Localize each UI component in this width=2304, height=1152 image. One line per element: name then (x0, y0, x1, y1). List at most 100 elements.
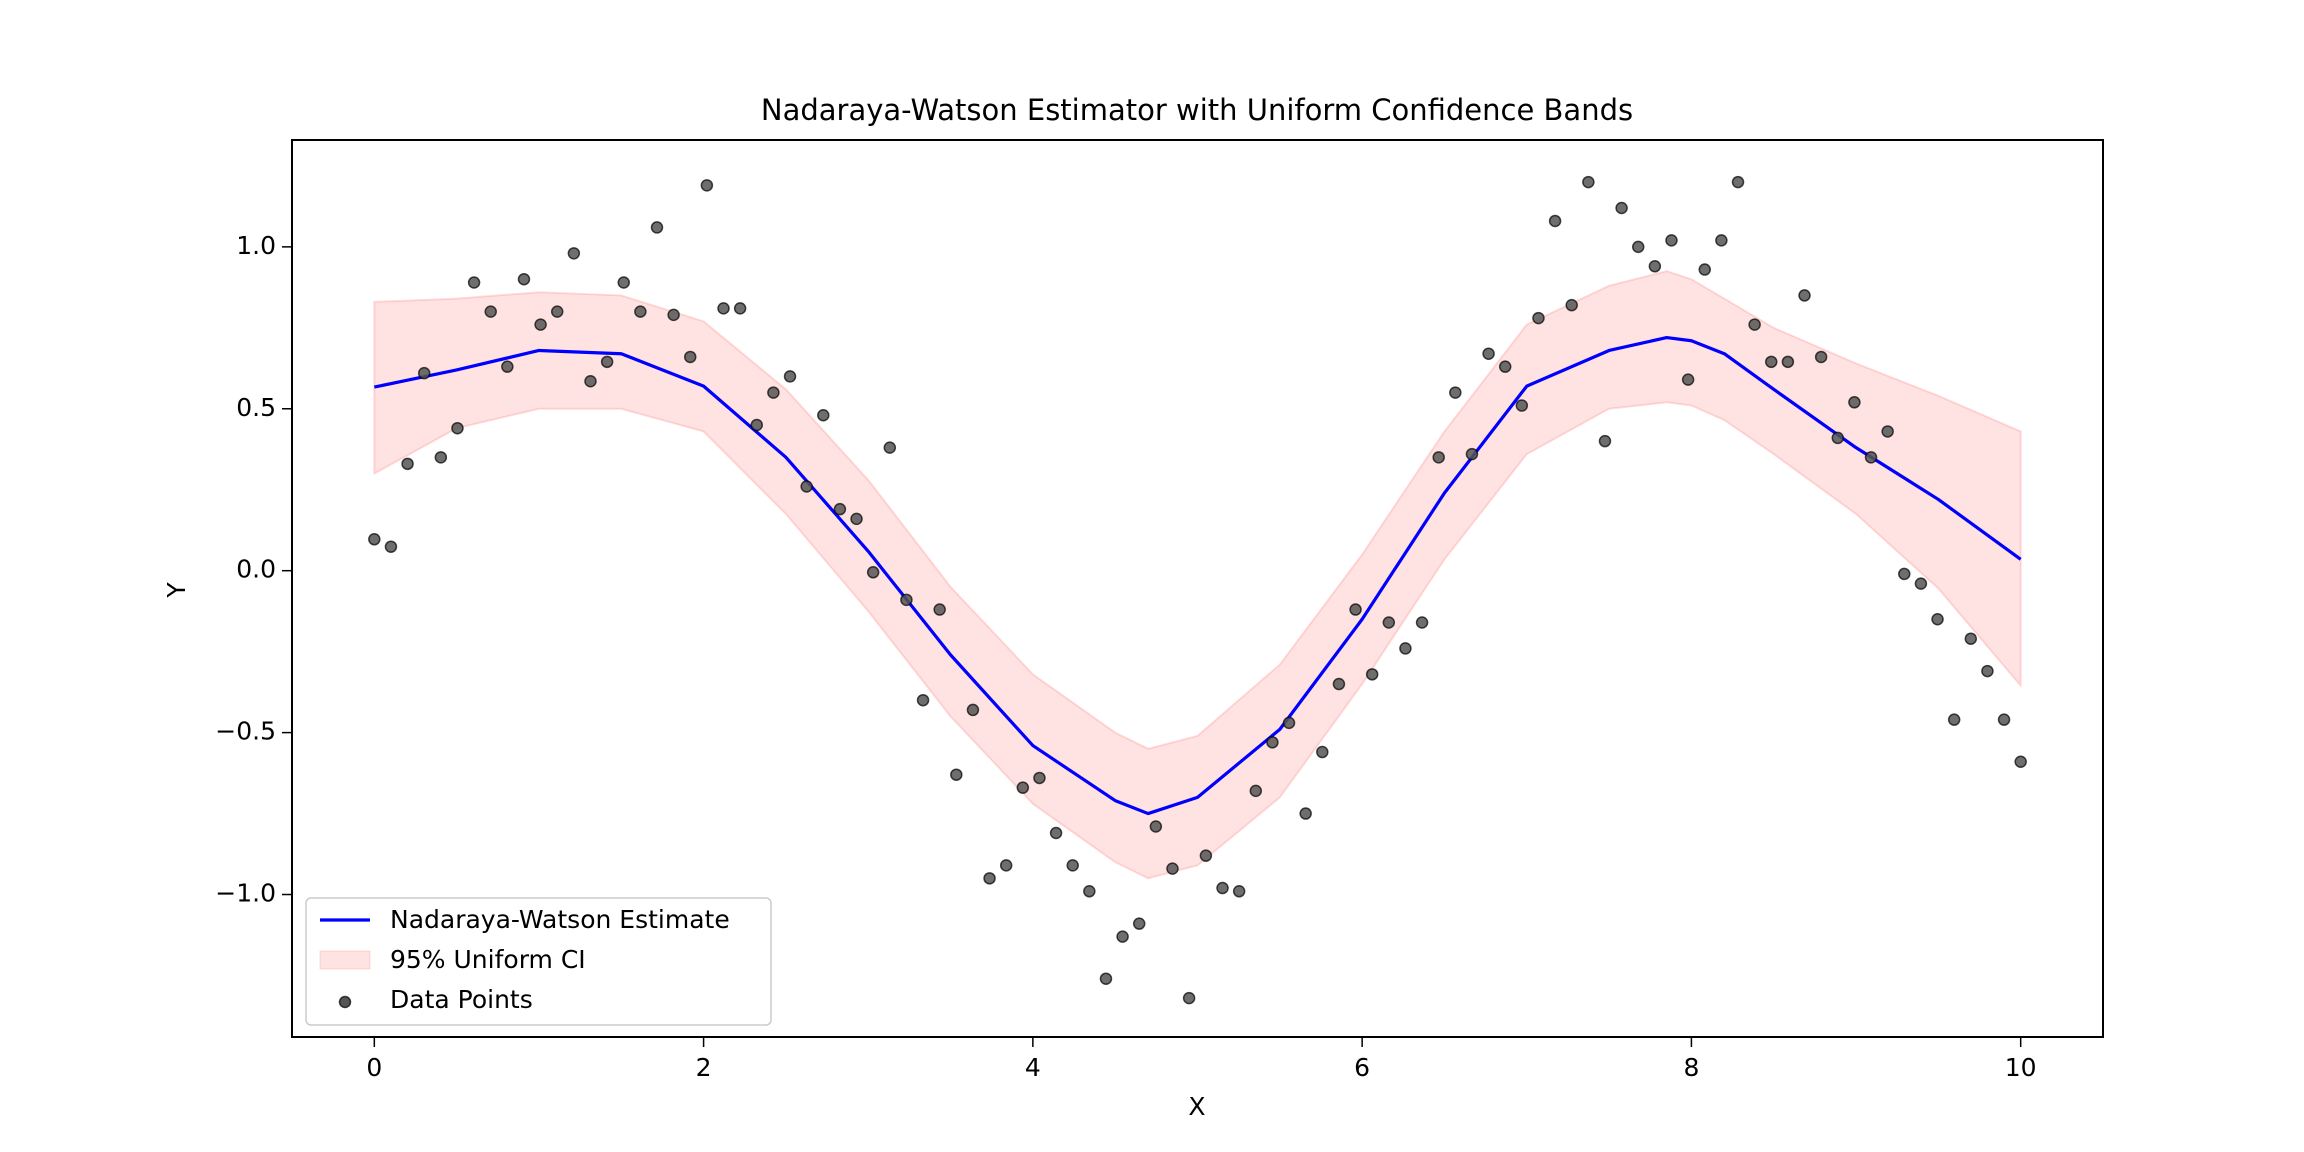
data-point (1598, 434, 1612, 448)
data-point (983, 872, 996, 885)
data-point (700, 179, 714, 192)
x-tick-label: 4 (1025, 1053, 1041, 1082)
data-point (916, 693, 930, 707)
data-point (1748, 318, 1761, 331)
legend: Nadaraya-Watson Estimate 95% Uniform CI Da… (305, 897, 772, 1026)
data-point (883, 441, 897, 454)
data-point (1349, 603, 1362, 616)
data-point (1382, 616, 1396, 629)
data-point (1981, 664, 1994, 678)
data-point (1898, 567, 1911, 581)
data-point (434, 451, 448, 464)
legend-box (305, 897, 772, 1026)
y-tick-label: −1.0 (215, 879, 276, 908)
data-point (1116, 930, 1129, 943)
data-point (1316, 745, 1329, 759)
data-point (1016, 781, 1030, 794)
data-point (584, 375, 597, 388)
data-point (368, 533, 381, 546)
data-point (1049, 826, 1063, 840)
data-point (767, 386, 780, 399)
data-point (1132, 917, 1146, 930)
data-point (1249, 784, 1263, 798)
data-point (451, 421, 464, 435)
x-tick-label: 0 (366, 1053, 382, 1082)
legend-swatch (319, 950, 371, 970)
data-point (1781, 355, 1795, 369)
data-point (401, 457, 414, 471)
y-tick-label: 0.5 (236, 393, 276, 422)
data-point (1648, 260, 1662, 273)
data-point (1731, 175, 1745, 189)
data-point (1199, 849, 1213, 862)
data-point (1997, 713, 2011, 726)
data-point (750, 418, 764, 432)
x-tick-label: 8 (1683, 1053, 1699, 1082)
data-point (1182, 991, 1196, 1005)
data-point (1964, 632, 1978, 645)
data-point (1831, 431, 1845, 445)
plot-area (368, 175, 2027, 1005)
data-point (384, 540, 398, 553)
data-point (1931, 613, 1944, 626)
data-point (783, 370, 797, 383)
data-point (1582, 175, 1595, 189)
data-point (966, 703, 980, 717)
data-point (1149, 820, 1163, 833)
data-point (1498, 360, 1512, 373)
data-point (1765, 355, 1778, 369)
data-point (1465, 447, 1479, 461)
data-point (1914, 577, 1928, 590)
data-point (1532, 311, 1545, 325)
data-point (850, 512, 863, 526)
data-point (667, 308, 680, 322)
data-point (1548, 214, 1562, 228)
data-point (1449, 386, 1462, 399)
data-point (1399, 642, 1412, 655)
data-point (1033, 771, 1046, 785)
data-point (484, 305, 497, 318)
data-point (1099, 972, 1113, 985)
x-tick-label: 10 (2005, 1053, 2037, 1082)
data-point (833, 502, 847, 516)
data-point (501, 360, 514, 373)
data-point (550, 305, 564, 318)
chart-title: Nadaraya-Watson Estimator with Uniform C… (761, 93, 1633, 127)
legend-swatch (338, 995, 352, 1009)
y-tick-label: −0.5 (215, 717, 276, 746)
y-tick-label: 0.0 (236, 555, 276, 584)
data-point (600, 355, 614, 369)
data-point (467, 276, 481, 289)
data-point (1282, 716, 1296, 730)
x-axis-label: X (1188, 1092, 1205, 1121)
x-tick-label: 6 (1354, 1053, 1370, 1082)
data-point (1947, 713, 1961, 726)
data-point (950, 768, 963, 781)
data-point (1698, 263, 1711, 276)
data-point (1332, 677, 1346, 691)
data-point (417, 366, 431, 380)
data-point (1066, 859, 1079, 872)
data-point (1432, 451, 1445, 464)
data-point (634, 305, 647, 318)
axes-frame (291, 139, 2104, 1038)
data-point (2014, 755, 2027, 768)
data-point (1864, 451, 1878, 464)
data-point (900, 593, 913, 607)
data-point (1365, 668, 1379, 681)
data-point (1814, 350, 1828, 364)
data-point (866, 566, 880, 579)
data-point (684, 350, 697, 364)
legend-label: Nadaraya-Watson Estimate (390, 905, 730, 934)
data-point (1299, 807, 1312, 820)
data-point (534, 318, 547, 331)
legend-label: 95% Uniform CI (390, 945, 586, 974)
data-point (1848, 396, 1861, 409)
data-point (999, 859, 1013, 872)
data-point (800, 480, 813, 493)
data-point (933, 603, 946, 616)
data-point (717, 302, 730, 315)
data-point (1166, 862, 1179, 875)
